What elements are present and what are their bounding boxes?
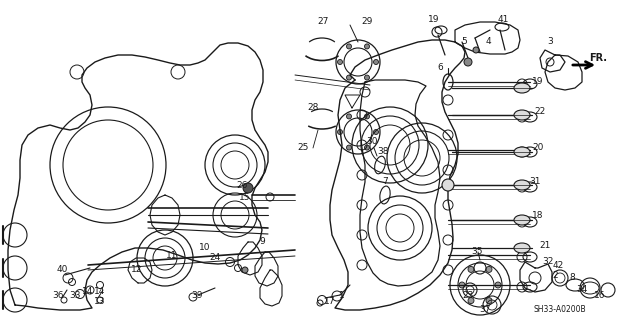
Circle shape [495,282,501,288]
Text: 22: 22 [534,108,546,116]
Ellipse shape [514,180,530,190]
Text: 20: 20 [532,144,544,152]
Circle shape [374,60,378,64]
Text: 14: 14 [94,287,106,296]
Text: 41: 41 [497,16,509,25]
Ellipse shape [514,243,530,253]
Text: 5: 5 [461,38,467,47]
Text: 29: 29 [362,18,372,26]
Circle shape [242,267,248,273]
Text: 34: 34 [576,286,588,294]
Circle shape [365,75,369,80]
Circle shape [374,130,378,135]
Text: 19: 19 [428,16,440,25]
Text: 7: 7 [382,177,388,187]
Circle shape [346,114,351,119]
Ellipse shape [514,110,530,120]
Circle shape [346,145,351,150]
Text: 6: 6 [437,63,443,72]
Text: 11: 11 [166,250,178,259]
Circle shape [464,58,472,66]
Text: 16: 16 [595,291,605,300]
Circle shape [486,266,492,272]
Ellipse shape [514,83,530,93]
Circle shape [337,130,342,135]
Text: 15: 15 [239,194,251,203]
Text: 10: 10 [199,243,211,253]
Circle shape [346,44,351,49]
Circle shape [365,44,369,49]
Text: FR.: FR. [589,53,607,63]
Ellipse shape [514,147,530,157]
Text: 13: 13 [94,298,106,307]
Text: 19: 19 [532,78,544,86]
Text: 35: 35 [471,248,483,256]
Text: 14: 14 [83,287,93,296]
Circle shape [365,145,369,150]
Text: 33: 33 [69,291,81,300]
Text: 23: 23 [462,291,474,300]
Circle shape [468,266,474,272]
Text: 36: 36 [52,291,64,300]
Text: 21: 21 [540,241,550,249]
Circle shape [473,47,479,53]
Circle shape [243,183,253,193]
Text: 38: 38 [377,147,388,157]
Text: 30: 30 [366,137,378,146]
Text: 25: 25 [298,144,308,152]
Text: 27: 27 [317,18,329,26]
Text: 39: 39 [191,291,203,300]
Text: 1: 1 [339,291,345,300]
Circle shape [337,60,342,64]
Text: 28: 28 [307,103,319,113]
Text: 31: 31 [529,177,541,187]
Text: SH33-A0200B: SH33-A0200B [534,306,586,315]
Circle shape [365,114,369,119]
Text: 4: 4 [485,38,491,47]
Circle shape [442,179,454,191]
Text: 8: 8 [569,273,575,283]
Circle shape [486,298,492,304]
Text: 18: 18 [532,211,544,219]
Circle shape [459,282,465,288]
Circle shape [346,75,351,80]
Text: 24: 24 [209,254,221,263]
Text: 32: 32 [542,257,554,266]
Text: 17: 17 [324,298,336,307]
Text: 26: 26 [236,181,248,189]
Text: 42: 42 [552,261,564,270]
Text: 3: 3 [547,38,553,47]
Text: 9: 9 [259,238,265,247]
Circle shape [468,298,474,304]
Text: 37: 37 [479,306,491,315]
Text: 12: 12 [131,265,143,275]
Ellipse shape [514,215,530,225]
Text: 2: 2 [552,271,558,279]
Text: 40: 40 [56,265,68,275]
